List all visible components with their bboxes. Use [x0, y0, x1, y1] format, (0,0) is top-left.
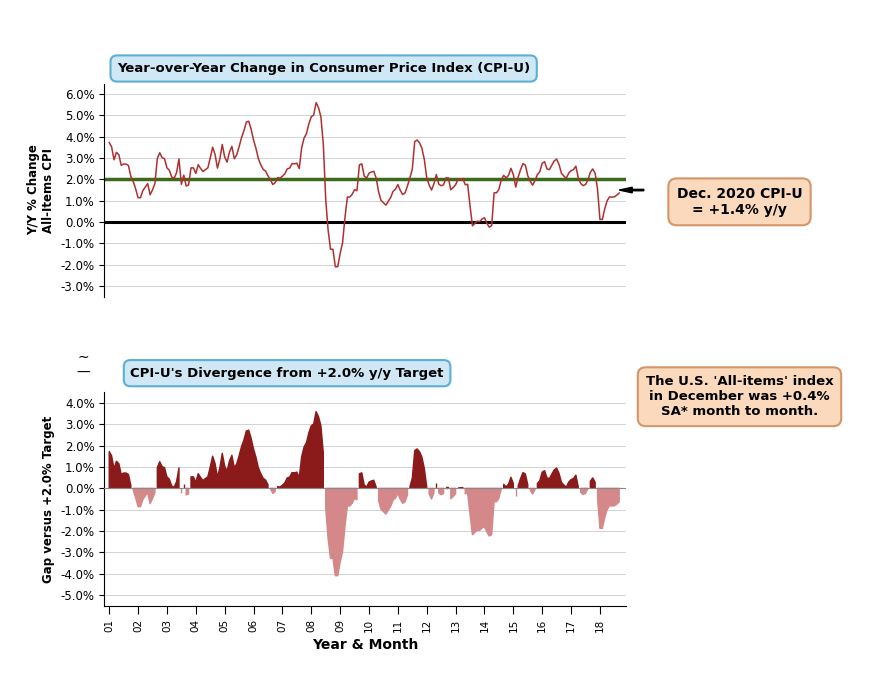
Y-axis label: Gap versus +2.0% Target: Gap versus +2.0% Target — [42, 416, 55, 583]
Text: ∼
—: ∼ — — [76, 349, 90, 380]
Text: The U.S. 'All-items' index
in December was +0.4%
SA* month to month.: The U.S. 'All-items' index in December w… — [645, 375, 833, 418]
Text: CPI-U's Divergence from +2.0% y/y Target: CPI-U's Divergence from +2.0% y/y Target — [130, 367, 443, 380]
Y-axis label: Y/Y % Change
All-Items CPI: Y/Y % Change All-Items CPI — [27, 145, 55, 235]
Text: Dec. 2020 CPI-U
= +1.4% y/y: Dec. 2020 CPI-U = +1.4% y/y — [676, 187, 801, 217]
Text: Year-over-Year Change in Consumer Price Index (CPI-U): Year-over-Year Change in Consumer Price … — [117, 62, 529, 75]
X-axis label: Year & Month: Year & Month — [312, 638, 418, 651]
